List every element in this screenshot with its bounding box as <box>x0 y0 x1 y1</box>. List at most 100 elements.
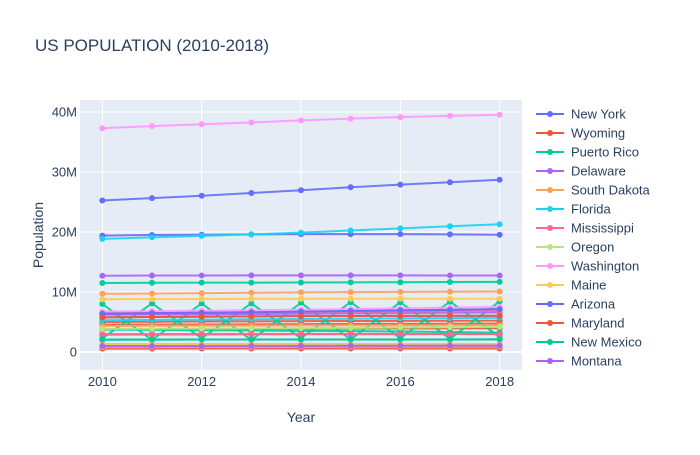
legend-item: Florida <box>536 202 612 217</box>
data-point <box>348 331 354 337</box>
data-point <box>447 272 453 278</box>
data-point <box>248 343 254 349</box>
data-point <box>348 228 354 234</box>
data-point <box>149 337 155 343</box>
data-point <box>348 289 354 295</box>
data-point <box>99 314 105 320</box>
legend-item: Oregon <box>536 240 614 255</box>
data-point <box>298 289 304 295</box>
y-axis-label: Population <box>30 202 46 268</box>
legend-swatch-marker <box>547 263 553 269</box>
data-point <box>497 279 503 285</box>
data-point <box>447 324 453 330</box>
legend-item: Mississippi <box>536 221 634 236</box>
legend-label: Mississippi <box>571 221 634 236</box>
data-point <box>99 337 105 343</box>
data-point <box>149 314 155 320</box>
legend-swatch-marker <box>547 320 553 326</box>
data-point <box>298 296 304 302</box>
data-point <box>248 296 254 302</box>
legend-swatch-marker <box>547 206 553 212</box>
data-point <box>397 231 403 237</box>
legend-item: Puerto Rico <box>536 145 639 160</box>
data-point <box>149 331 155 337</box>
data-point <box>149 123 155 129</box>
data-point <box>199 233 205 239</box>
data-point <box>199 314 205 320</box>
legend-item: South Dakota <box>536 183 651 198</box>
data-point <box>447 296 453 302</box>
y-tick-label: 10M <box>52 285 77 300</box>
legend-item: Delaware <box>536 164 626 179</box>
legend-swatch-marker <box>547 225 553 231</box>
data-point <box>497 273 503 279</box>
data-point <box>497 324 503 330</box>
legend-item: Maryland <box>536 316 624 331</box>
data-point <box>99 273 105 279</box>
legend-swatch-marker <box>547 244 553 250</box>
data-point <box>99 198 105 204</box>
data-point <box>99 236 105 242</box>
data-point <box>199 121 205 127</box>
data-point <box>447 231 453 237</box>
data-point <box>497 306 503 312</box>
data-point <box>298 272 304 278</box>
data-point <box>99 125 105 131</box>
data-point <box>248 325 254 331</box>
data-point <box>99 280 105 286</box>
data-point <box>199 331 205 337</box>
data-point <box>397 114 403 120</box>
data-point <box>149 290 155 296</box>
data-point <box>298 336 304 342</box>
data-point <box>348 279 354 285</box>
data-point <box>199 280 205 286</box>
data-point <box>149 195 155 201</box>
data-point <box>298 313 304 319</box>
data-point <box>497 288 503 294</box>
data-point <box>199 337 205 343</box>
legend-swatch-marker <box>547 187 553 193</box>
x-axis-label: Year <box>287 409 316 425</box>
legend-label: Oregon <box>571 240 614 255</box>
data-point <box>199 343 205 349</box>
data-point <box>199 193 205 199</box>
y-tick-label: 40M <box>52 105 77 120</box>
data-point <box>397 307 403 313</box>
data-point <box>348 184 354 190</box>
data-point <box>248 190 254 196</box>
data-point <box>199 296 205 302</box>
legend-swatch-marker <box>547 130 553 136</box>
legend-label: Delaware <box>571 164 626 179</box>
x-tick-label: 2012 <box>187 374 216 389</box>
data-point <box>149 296 155 302</box>
data-point <box>447 307 453 313</box>
legend-item: Montana <box>536 354 622 369</box>
data-point <box>199 290 205 296</box>
data-point <box>397 343 403 349</box>
data-point <box>99 331 105 337</box>
data-point <box>397 296 403 302</box>
data-point <box>397 289 403 295</box>
legend-label: Wyoming <box>571 126 625 141</box>
data-point <box>248 280 254 286</box>
data-point <box>397 324 403 330</box>
data-point <box>348 116 354 122</box>
data-point <box>248 313 254 319</box>
data-point <box>497 296 503 302</box>
data-point <box>397 336 403 342</box>
data-point <box>397 331 403 337</box>
data-point <box>298 117 304 123</box>
data-point <box>199 272 205 278</box>
legend-swatch-marker <box>547 358 553 364</box>
data-point <box>497 177 503 183</box>
data-point <box>497 313 503 319</box>
x-tick-label: 2010 <box>88 374 117 389</box>
data-point <box>149 326 155 332</box>
data-point <box>348 343 354 349</box>
legend-label: Arizona <box>571 297 616 312</box>
legend-label: Maine <box>571 278 606 293</box>
